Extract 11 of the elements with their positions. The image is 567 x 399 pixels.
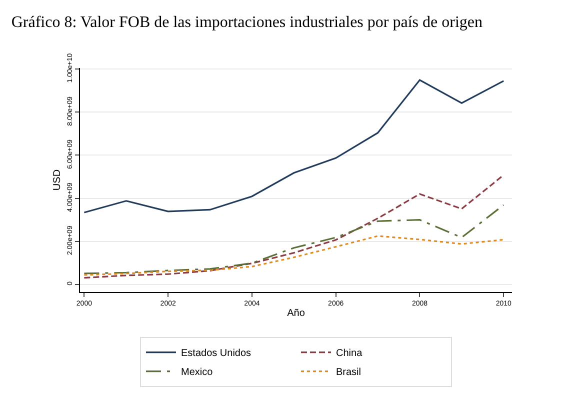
x-axis-title: Año (287, 308, 306, 319)
y-axis-title: USD (52, 169, 64, 191)
legend-label: Estados Unidos (181, 348, 252, 360)
chart-title: Gráfico 8: Valor FOB de las importaciones industriales por país de origen (11, 14, 482, 32)
line-series (83, 235, 504, 276)
line-series (83, 204, 504, 274)
legend-label: Mexico (181, 367, 214, 378)
line-series (83, 79, 504, 214)
line-series (83, 174, 504, 279)
legend-label: China (336, 348, 363, 360)
legend-label: Brasil (336, 367, 362, 378)
